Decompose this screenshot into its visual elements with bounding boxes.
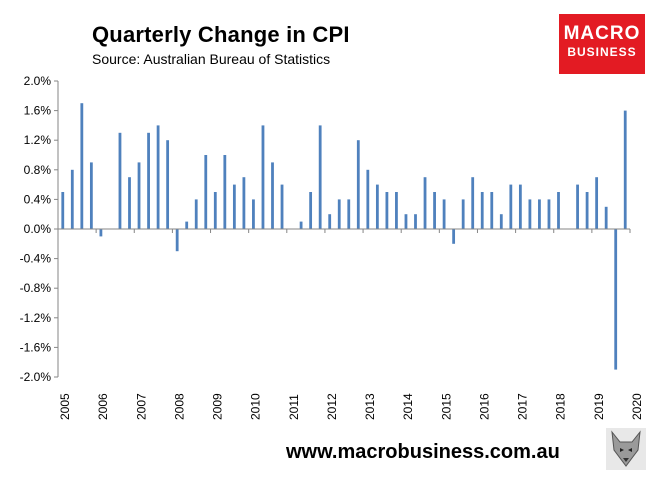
bar xyxy=(509,184,513,229)
bar xyxy=(366,169,370,229)
bar xyxy=(242,177,246,229)
x-tick-label: 2019 xyxy=(592,393,606,420)
bar xyxy=(89,162,93,229)
y-tick-label: -1.2% xyxy=(20,311,52,325)
bar xyxy=(156,125,160,229)
bar xyxy=(185,221,189,229)
bar xyxy=(604,206,608,229)
bar xyxy=(61,192,65,229)
macrobusiness-logo: MACRO BUSINESS xyxy=(559,14,645,74)
bar xyxy=(166,140,170,229)
x-tick-label: 2016 xyxy=(477,393,491,420)
bar xyxy=(452,229,456,244)
bar xyxy=(80,103,84,229)
bar xyxy=(99,229,103,237)
bar xyxy=(442,199,446,229)
chart-subtitle: Source: Australian Bureau of Statistics xyxy=(92,51,331,67)
bar xyxy=(128,177,131,229)
logo-line-2: BUSINESS xyxy=(567,45,637,59)
bar xyxy=(404,214,408,229)
bar xyxy=(204,155,208,229)
bar xyxy=(347,199,351,229)
bar xyxy=(557,192,560,229)
y-tick-label: 1.6% xyxy=(24,104,52,118)
bar xyxy=(356,140,360,229)
x-tick-label: 2007 xyxy=(134,393,148,420)
y-tick-label: -0.4% xyxy=(20,252,52,266)
bar xyxy=(471,177,475,229)
y-tick-label: 0.8% xyxy=(24,163,52,177)
y-tick-label: -2.0% xyxy=(20,370,52,384)
bar xyxy=(213,192,217,229)
bar xyxy=(423,177,427,229)
bar xyxy=(461,199,465,229)
wolf-mascot-icon xyxy=(606,428,646,470)
bar xyxy=(614,229,618,370)
x-tick-label: 2018 xyxy=(554,393,568,420)
x-tick-label: 2010 xyxy=(249,393,263,420)
bar xyxy=(70,169,74,229)
chart-title: Quarterly Change in CPI xyxy=(92,22,350,47)
bar xyxy=(137,162,141,229)
bar xyxy=(395,192,398,229)
bar xyxy=(299,221,303,229)
bar xyxy=(232,184,236,229)
bar xyxy=(261,125,265,229)
bar xyxy=(271,162,274,229)
bar xyxy=(385,192,389,229)
bar xyxy=(328,214,332,229)
bar xyxy=(375,184,379,229)
bar xyxy=(118,132,122,229)
bar xyxy=(576,184,579,229)
y-tick-label: 2.0% xyxy=(24,74,52,88)
bar xyxy=(252,199,255,229)
x-tick-label: 2009 xyxy=(211,393,225,420)
footer-url: www.macrobusiness.com.au xyxy=(286,441,560,463)
bar xyxy=(490,192,494,229)
bar xyxy=(337,199,341,229)
bar xyxy=(223,155,227,229)
bar xyxy=(414,214,417,229)
bar xyxy=(194,199,198,229)
bar xyxy=(499,214,503,229)
bar xyxy=(623,110,627,229)
bar xyxy=(595,177,599,229)
x-tick-label: 2005 xyxy=(58,393,72,420)
y-tick-label: -1.6% xyxy=(20,340,52,354)
x-tick-label: 2006 xyxy=(96,393,110,420)
y-tick-label: -0.8% xyxy=(20,281,52,295)
x-tick-label: 2012 xyxy=(325,393,339,420)
logo-line-1: MACRO xyxy=(563,23,641,44)
bar xyxy=(528,199,532,229)
x-tick-label: 2011 xyxy=(287,394,301,420)
bar xyxy=(147,132,150,229)
axes: 2005 2006 2007 2008 2009 2010 2011 2012 2013 2014… xyxy=(57,81,644,420)
bar xyxy=(309,192,313,229)
bar xyxy=(547,199,551,229)
x-tick-label: 2017 xyxy=(516,393,530,420)
x-tick-label: 2015 xyxy=(439,393,453,420)
bar xyxy=(518,184,522,229)
y-tick-label: 0.4% xyxy=(24,192,52,206)
bar-series xyxy=(61,103,627,370)
bar xyxy=(318,125,322,229)
bar xyxy=(538,199,541,229)
y-axis-ticks: 2.0% 1.6% 1.2% 0.8% 0.4% 0.0% -0.4% -0.8% -1.2% -… xyxy=(20,74,58,384)
bar xyxy=(175,229,179,252)
x-tick-label: 2014 xyxy=(401,393,415,420)
x-tick-label: 2020 xyxy=(630,393,644,420)
x-tick-label: 2013 xyxy=(363,393,377,420)
y-tick-label: 0.0% xyxy=(24,222,52,236)
bar xyxy=(280,184,284,229)
bar xyxy=(585,192,589,229)
y-tick-label: 1.2% xyxy=(24,133,52,147)
bar xyxy=(433,192,436,229)
x-tick-label: 2008 xyxy=(172,393,186,420)
bar xyxy=(480,192,484,229)
